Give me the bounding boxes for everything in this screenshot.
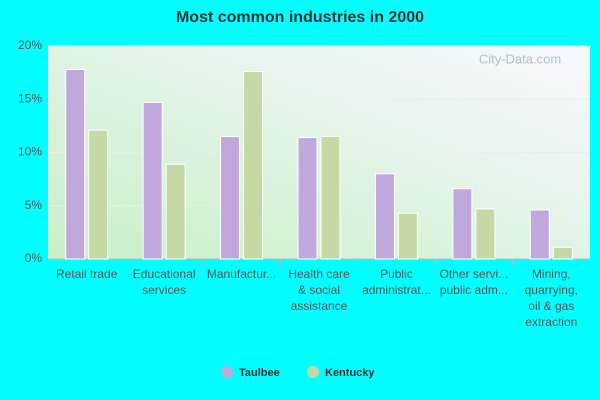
legend-label: Kentucky	[325, 367, 375, 379]
bar	[320, 136, 341, 260]
y-tick-label: 15%	[18, 91, 42, 105]
bar	[243, 71, 264, 260]
legend-marker	[221, 366, 233, 378]
bar	[529, 209, 550, 260]
bar	[374, 173, 395, 260]
x-tick-label: Educational services	[133, 267, 196, 297]
x-tick-label: Public administrat...	[362, 267, 431, 297]
bar	[297, 137, 318, 260]
bar	[220, 136, 241, 260]
bar	[65, 68, 86, 260]
bar	[397, 212, 418, 260]
bar	[452, 188, 473, 260]
x-tick-label: Manufactur...	[207, 267, 276, 281]
bar	[88, 129, 109, 260]
x-tick-label: Health care & social assistance	[288, 267, 350, 313]
y-tick-label: 20%	[18, 38, 42, 52]
y-tick-label: 0%	[25, 251, 43, 265]
bar	[142, 101, 163, 260]
bar	[475, 208, 496, 260]
y-tick-label: 10%	[18, 145, 42, 159]
x-tick-label: Retail trade	[56, 267, 118, 281]
x-tick-label: Mining, quarrying, oil & gas extraction	[525, 267, 578, 329]
y-tick-label: 5%	[25, 198, 43, 212]
watermark: City-Data.com	[479, 51, 561, 66]
chart-title: Most common industries in 2000	[176, 9, 424, 26]
legend-marker	[307, 366, 319, 378]
bar	[165, 163, 186, 260]
legend-label: Taulbee	[239, 367, 280, 379]
x-tick-label: Other servi... public adm...	[440, 267, 509, 297]
bar	[552, 246, 573, 260]
